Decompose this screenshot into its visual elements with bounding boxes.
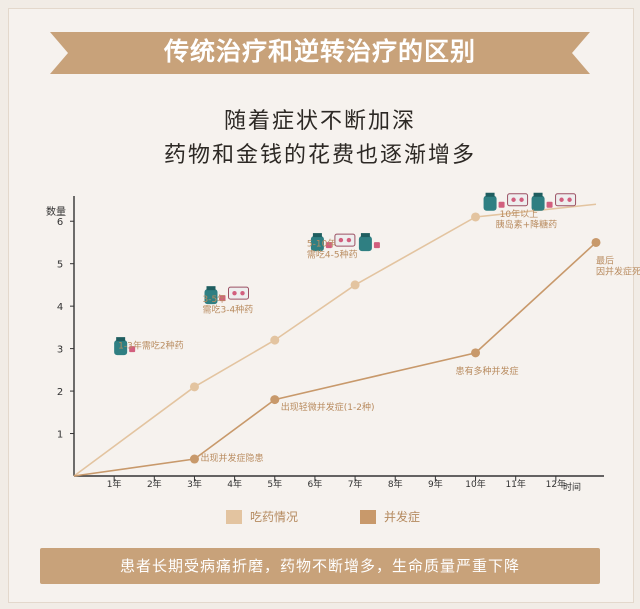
- blister-pack-icon: [228, 286, 249, 300]
- legend-item-complication: 并发症: [360, 508, 420, 525]
- medicine-bottle-icon: [310, 236, 324, 252]
- annotation-label: 最后: [596, 256, 614, 267]
- annotation-label: 1-3年需吃2种药: [118, 340, 183, 352]
- chart-area: 1 2 3 4 5 6 数量 1年 2年 3年 4年 5年 6年 7年 8年 9年 10年 11年 12年 时间 1-3…: [0, 180, 640, 550]
- series-point-0: [270, 335, 280, 345]
- annotation-label: 胰岛素+降糖药: [496, 219, 558, 231]
- pill-icon-group: [483, 192, 577, 211]
- title-banner: 传统治疗和逆转治疗的区别: [50, 28, 590, 78]
- medicine-bottle-cap-icon: [206, 286, 216, 291]
- pill-dot-icon: [559, 197, 564, 202]
- series-point-1: [591, 237, 601, 247]
- medicine-bottle-icon: [358, 236, 372, 252]
- pill-dot-icon: [511, 197, 516, 202]
- x-tick-label: 8年: [388, 478, 403, 490]
- x-tick-label: 11年: [505, 478, 525, 490]
- series-point-1: [189, 454, 199, 464]
- y-tick-label: 3: [57, 345, 63, 356]
- pill-icon: [498, 201, 505, 208]
- legend-label-medication: 吃药情况: [250, 510, 299, 524]
- x-tick-label: 2年: [147, 478, 162, 490]
- series-point-1: [471, 348, 481, 358]
- legend-swatch-complication: [360, 509, 376, 524]
- annotation-label: 需吃3-4种药: [202, 304, 253, 316]
- pill-dot-icon: [240, 290, 245, 296]
- subtitle-line-1: 随着症状不断加深: [223, 109, 416, 134]
- series-point-1: [270, 395, 280, 405]
- series-line-1: [73, 241, 597, 477]
- legend-label-complication: 并发症: [384, 510, 421, 524]
- y-tick-label: 2: [57, 387, 63, 398]
- x-tick-label: 3年: [187, 478, 202, 490]
- pill-icon: [325, 242, 332, 249]
- pill-dot-icon: [519, 197, 524, 202]
- x-tick-label: 1年: [107, 478, 122, 490]
- chart-legend: 吃药情况 并发症: [0, 508, 640, 528]
- medicine-bottle-cap-icon: [533, 192, 543, 197]
- medicine-bottle-cap-icon: [360, 233, 370, 238]
- medicine-bottle-cap-icon: [312, 233, 322, 238]
- legend-swatch-medication: [226, 509, 242, 524]
- pill-icon: [546, 201, 553, 208]
- annotation-label: 出现轻微并发症(1-2种): [281, 401, 375, 413]
- pill-icon: [373, 242, 380, 249]
- legend-item-medication: 吃药情况: [226, 508, 298, 525]
- annotation-label: 因并发症死亡: [596, 265, 640, 277]
- x-tick-label: 4年: [227, 478, 242, 490]
- medicine-bottle-cap-icon: [485, 192, 495, 197]
- x-tick-label: 9年: [428, 478, 443, 490]
- y-tick-label: 1: [57, 430, 63, 441]
- annotation-label: 出现并发症隐患: [200, 452, 263, 464]
- series-point-0: [189, 382, 199, 392]
- title-ribbon: [50, 32, 590, 74]
- medicine-bottle-icon: [531, 195, 545, 211]
- pill-icon: [129, 346, 136, 353]
- annotation-label: 10年以上: [500, 208, 538, 220]
- series-point-0: [350, 280, 360, 290]
- pill-dot-icon: [338, 237, 344, 243]
- medicine-bottle-icon: [483, 195, 497, 211]
- y-tick-label: 6: [57, 217, 63, 228]
- annotation-label: 需吃4-5种药: [307, 248, 358, 260]
- page-title: 传统治疗和逆转治疗的区别: [163, 37, 476, 66]
- medicine-bottle-cap-icon: [116, 337, 126, 342]
- pill-icon: [219, 295, 226, 302]
- y-tick-label: 4: [57, 302, 63, 313]
- x-tick-label: 7年: [348, 478, 363, 490]
- poster-frame: [8, 8, 634, 603]
- annotation-label: 患有多种并发症: [455, 365, 518, 377]
- x-tick-label: 12年: [546, 478, 566, 490]
- pill-icon-group: [114, 337, 136, 356]
- x-axis-label: 时间: [563, 481, 581, 493]
- blister-pack-icon: [334, 233, 356, 247]
- x-tick-label: 10年: [465, 478, 485, 490]
- annotation-label: 3-5年: [202, 293, 226, 305]
- pill-dot-icon: [232, 290, 237, 296]
- x-tick-label: 6年: [308, 478, 323, 490]
- y-axis-label: 数量: [46, 205, 66, 218]
- blister-pack-icon: [507, 193, 529, 207]
- footer-banner: 患者长期受病痛折磨，药物不断增多，生命质量严重下降: [40, 548, 600, 584]
- x-tick-label: 5年: [267, 478, 282, 490]
- subtitle-line-2: 药物和金钱的花费也逐渐增多: [163, 143, 476, 168]
- medicine-bottle-icon: [204, 289, 218, 305]
- pill-dot-icon: [567, 197, 572, 202]
- medicine-bottle-icon: [114, 340, 128, 356]
- pill-dot-icon: [346, 237, 352, 243]
- pill-icon-group: [310, 233, 380, 252]
- annotation-label: 5-10年: [307, 238, 336, 250]
- y-tick-label: 5: [57, 260, 63, 271]
- series-point-0: [471, 212, 481, 222]
- series-line-0: [73, 203, 597, 477]
- blister-pack-icon: [555, 193, 577, 207]
- pill-icon-group: [204, 286, 249, 305]
